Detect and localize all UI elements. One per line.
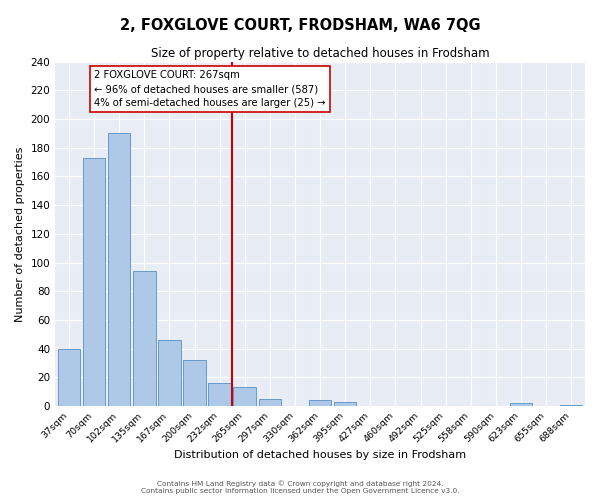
Y-axis label: Number of detached properties: Number of detached properties <box>15 146 25 322</box>
Bar <box>334 402 356 406</box>
Bar <box>133 271 155 406</box>
Text: 2 FOXGLOVE COURT: 267sqm
← 96% of detached houses are smaller (587)
4% of semi-d: 2 FOXGLOVE COURT: 267sqm ← 96% of detach… <box>94 70 326 108</box>
Bar <box>208 383 231 406</box>
Bar <box>158 340 181 406</box>
Bar <box>108 134 130 406</box>
Text: 2, FOXGLOVE COURT, FRODSHAM, WA6 7QG: 2, FOXGLOVE COURT, FRODSHAM, WA6 7QG <box>119 18 481 32</box>
Bar <box>83 158 106 406</box>
Bar <box>183 360 206 406</box>
Bar <box>560 404 583 406</box>
Bar <box>509 403 532 406</box>
Text: Contains HM Land Registry data © Crown copyright and database right 2024.
Contai: Contains HM Land Registry data © Crown c… <box>140 480 460 494</box>
Bar <box>259 399 281 406</box>
Bar <box>309 400 331 406</box>
X-axis label: Distribution of detached houses by size in Frodsham: Distribution of detached houses by size … <box>174 450 466 460</box>
Bar <box>58 348 80 406</box>
Bar <box>233 388 256 406</box>
Title: Size of property relative to detached houses in Frodsham: Size of property relative to detached ho… <box>151 48 490 60</box>
